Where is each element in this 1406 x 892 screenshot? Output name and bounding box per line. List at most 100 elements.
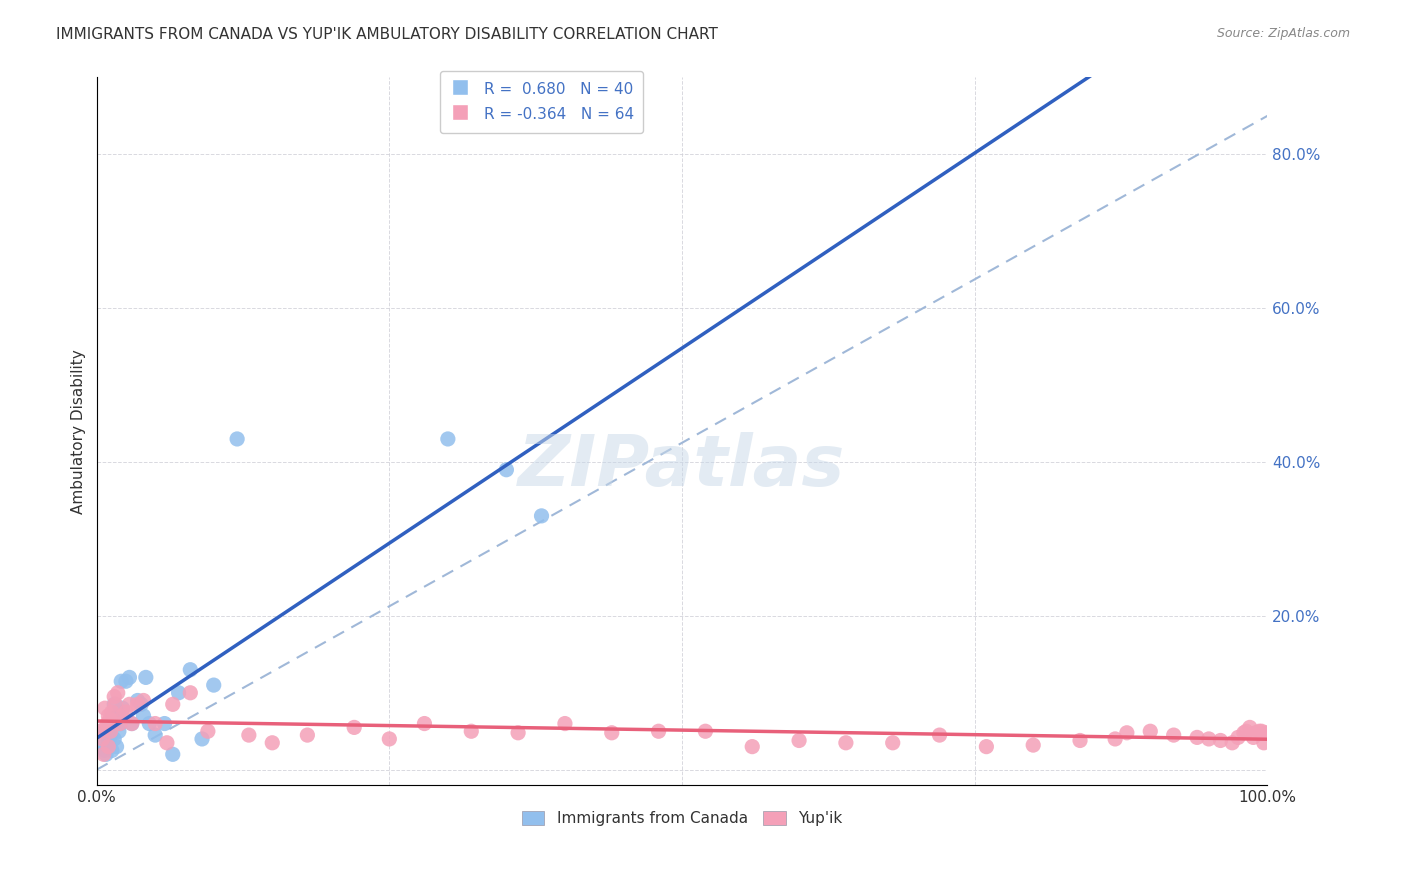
Point xyxy=(108,716,131,731)
Point xyxy=(1185,731,1208,745)
Point xyxy=(153,716,176,731)
Point xyxy=(96,739,118,754)
Point xyxy=(1256,726,1278,740)
Point xyxy=(202,678,225,692)
Point xyxy=(111,701,134,715)
Point xyxy=(97,709,120,723)
Point xyxy=(238,728,260,742)
Point xyxy=(1233,726,1256,740)
Point xyxy=(97,720,120,734)
Point xyxy=(1249,724,1271,739)
Point xyxy=(91,731,114,746)
Point xyxy=(94,743,117,757)
Point xyxy=(1244,726,1267,740)
Point xyxy=(121,716,143,731)
Point xyxy=(1241,731,1264,745)
Point xyxy=(93,747,115,762)
Point xyxy=(89,724,111,739)
Point xyxy=(600,726,623,740)
Point xyxy=(132,709,155,723)
Point xyxy=(135,670,157,684)
Point xyxy=(1069,733,1091,747)
Text: IMMIGRANTS FROM CANADA VS YUP'IK AMBULATORY DISABILITY CORRELATION CHART: IMMIGRANTS FROM CANADA VS YUP'IK AMBULAT… xyxy=(56,27,718,42)
Point xyxy=(191,731,214,746)
Point xyxy=(94,724,117,739)
Point xyxy=(741,739,763,754)
Point xyxy=(103,698,125,712)
Point xyxy=(197,724,219,739)
Point xyxy=(1209,733,1232,747)
Legend: Immigrants from Canada, Yup'ik: Immigrants from Canada, Yup'ik xyxy=(515,804,851,834)
Point xyxy=(1022,738,1045,752)
Point xyxy=(226,432,249,446)
Point xyxy=(96,716,118,731)
Point xyxy=(94,747,117,762)
Point xyxy=(118,698,141,712)
Point xyxy=(107,686,129,700)
Y-axis label: Ambulatory Disability: Ambulatory Disability xyxy=(72,349,86,514)
Point xyxy=(1115,726,1137,740)
Point xyxy=(167,686,190,700)
Point xyxy=(835,736,858,750)
Point xyxy=(101,705,124,719)
Point xyxy=(343,720,366,734)
Point xyxy=(1139,724,1161,739)
Point xyxy=(179,686,201,700)
Point xyxy=(103,690,125,704)
Point xyxy=(103,731,125,746)
Point xyxy=(107,705,129,719)
Point xyxy=(1220,736,1243,750)
Point xyxy=(94,701,117,715)
Point xyxy=(138,716,160,731)
Point xyxy=(882,736,904,750)
Point xyxy=(460,724,482,739)
Point xyxy=(91,736,114,750)
Point xyxy=(115,674,138,689)
Point xyxy=(98,731,121,746)
Point xyxy=(530,508,553,523)
Point xyxy=(695,724,717,739)
Point xyxy=(554,716,576,731)
Point xyxy=(1250,724,1272,739)
Point xyxy=(928,728,950,742)
Point xyxy=(127,693,149,707)
Point xyxy=(101,709,124,723)
Point xyxy=(297,728,319,742)
Point xyxy=(143,728,166,742)
Point xyxy=(108,724,131,739)
Text: ZIPatlas: ZIPatlas xyxy=(519,432,845,501)
Point xyxy=(132,693,155,707)
Point xyxy=(118,670,141,684)
Point xyxy=(1104,731,1126,746)
Point xyxy=(129,698,152,712)
Point xyxy=(104,698,127,712)
Point xyxy=(413,716,436,731)
Point xyxy=(506,726,529,740)
Point xyxy=(111,709,134,723)
Point xyxy=(100,728,122,742)
Point xyxy=(101,743,124,757)
Point xyxy=(105,739,128,754)
Point xyxy=(100,724,122,739)
Point xyxy=(127,698,149,712)
Point xyxy=(1253,736,1275,750)
Point xyxy=(115,705,138,719)
Point xyxy=(97,733,120,747)
Point xyxy=(787,733,810,747)
Point xyxy=(1163,728,1185,742)
Point xyxy=(179,663,201,677)
Point xyxy=(110,674,132,689)
Point xyxy=(108,716,131,731)
Point xyxy=(101,716,124,731)
Point xyxy=(1234,724,1257,739)
Point xyxy=(1198,731,1220,746)
Point xyxy=(647,724,669,739)
Point xyxy=(1239,720,1261,734)
Point xyxy=(143,716,166,731)
Point xyxy=(437,432,460,446)
Point xyxy=(378,731,401,746)
Point xyxy=(262,736,284,750)
Point xyxy=(495,463,517,477)
Point xyxy=(97,739,120,754)
Point xyxy=(156,736,179,750)
